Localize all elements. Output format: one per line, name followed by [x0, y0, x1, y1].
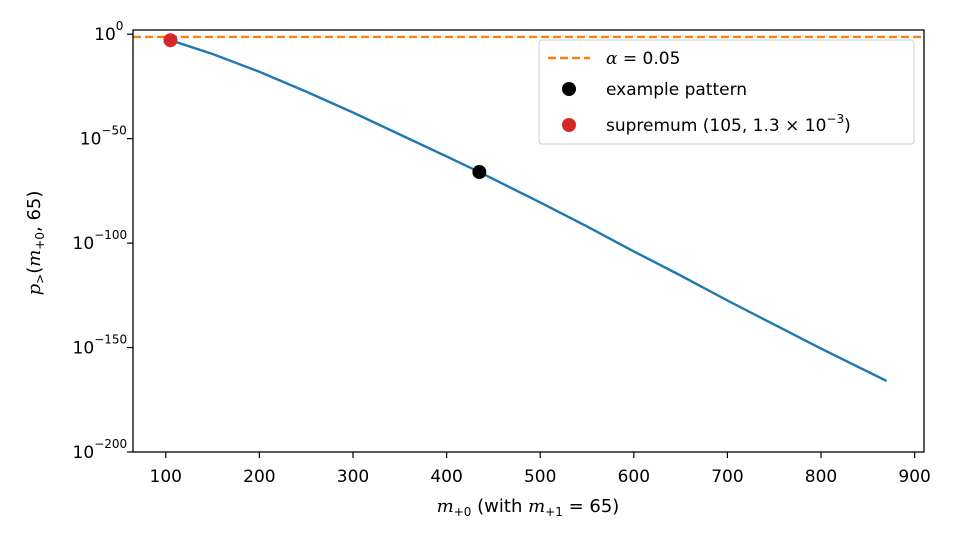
x-tick-label: 800 — [805, 467, 837, 487]
x-tick-label: 700 — [711, 467, 743, 487]
y-tick-exponent: −200 — [94, 437, 127, 451]
y-tick-label: 10 — [94, 25, 116, 45]
example-pattern-point — [472, 165, 487, 180]
x-tick-label: 300 — [337, 467, 369, 487]
legend-box — [538, 39, 915, 145]
legend-alpha-label: α = 0.05 — [606, 49, 680, 69]
legend-example-marker — [562, 82, 576, 96]
x-axis-ticks: 100 200 300 400 500 600 700 800 900 — [150, 452, 931, 487]
y-tick-label: 10 — [80, 130, 102, 150]
y-tick-exponent: 0 — [116, 19, 124, 33]
y-tick-exponent: −100 — [94, 228, 127, 242]
plot-frame — [132, 29, 925, 453]
x-axis-label: m+0 (with m+1 = 65) — [437, 496, 620, 519]
x-tick-label: 200 — [243, 467, 275, 487]
y-tick-exponent: −50 — [101, 124, 126, 138]
supremum-point — [163, 33, 178, 48]
y-tick-label: 10 — [73, 339, 95, 359]
legend-example-label: example pattern — [606, 80, 747, 100]
legend: α = 0.05 example pattern supremum (105, … — [538, 39, 915, 145]
y-tick-label: 10 — [73, 443, 95, 463]
y-axis-label: p>(m+0, 65) — [24, 191, 47, 296]
x-tick-label: 500 — [524, 467, 556, 487]
y-tick-label: 10 — [73, 234, 95, 254]
legend-supremum-label: supremum (105, 1.3 × 10−3) — [606, 112, 851, 136]
x-tick-label: 600 — [618, 467, 650, 487]
x-tick-label: 900 — [898, 467, 930, 487]
plot-marks — [133, 33, 924, 383]
series-line-p-value — [170, 39, 888, 383]
y-tick-exponent: −150 — [94, 333, 127, 347]
x-tick-label: 100 — [150, 467, 182, 487]
legend-supremum-marker — [562, 118, 576, 132]
x-tick-label: 400 — [430, 467, 462, 487]
